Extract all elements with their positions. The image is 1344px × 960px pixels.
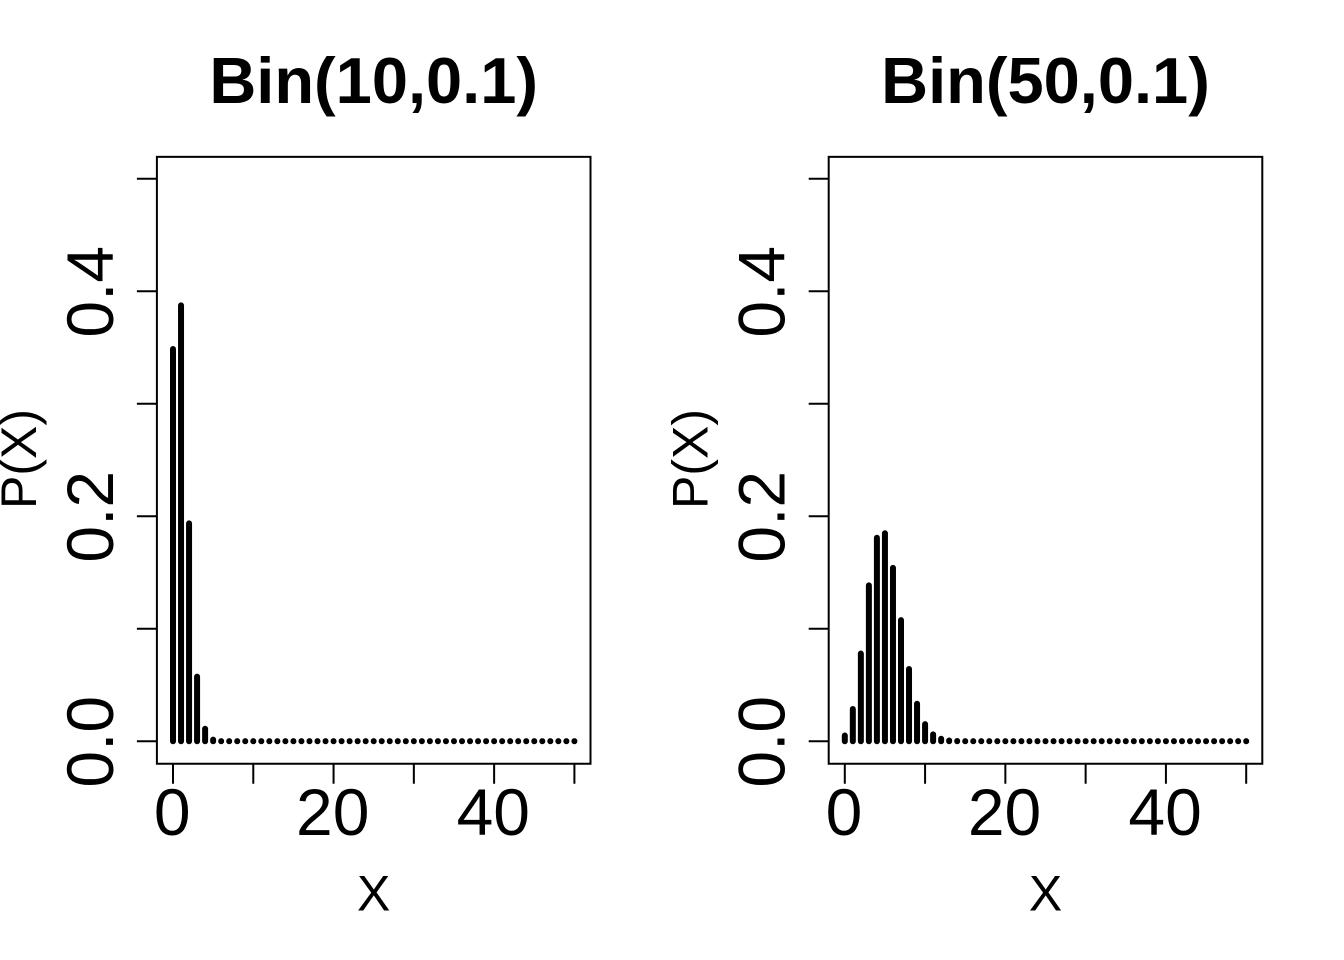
svg-text:0.2: 0.2 bbox=[53, 471, 127, 563]
svg-text:P(X): P(X) bbox=[663, 409, 719, 509]
svg-text:0.4: 0.4 bbox=[725, 246, 799, 338]
svg-text:X: X bbox=[357, 866, 390, 922]
svg-text:0: 0 bbox=[154, 775, 191, 849]
svg-text:P(X): P(X) bbox=[0, 409, 47, 509]
svg-text:Bin(50,0.1): Bin(50,0.1) bbox=[881, 44, 1210, 117]
svg-text:Bin(10,0.1): Bin(10,0.1) bbox=[209, 44, 538, 117]
svg-text:0.2: 0.2 bbox=[725, 471, 799, 563]
svg-text:20: 20 bbox=[968, 775, 1041, 849]
svg-text:X: X bbox=[1029, 866, 1062, 922]
svg-text:0: 0 bbox=[826, 775, 863, 849]
svg-text:40: 40 bbox=[1128, 775, 1201, 849]
svg-text:20: 20 bbox=[296, 775, 369, 849]
svg-text:40: 40 bbox=[457, 775, 530, 849]
svg-text:0.0: 0.0 bbox=[53, 696, 127, 788]
svg-text:0.4: 0.4 bbox=[53, 246, 127, 338]
svg-text:0.0: 0.0 bbox=[725, 696, 799, 788]
